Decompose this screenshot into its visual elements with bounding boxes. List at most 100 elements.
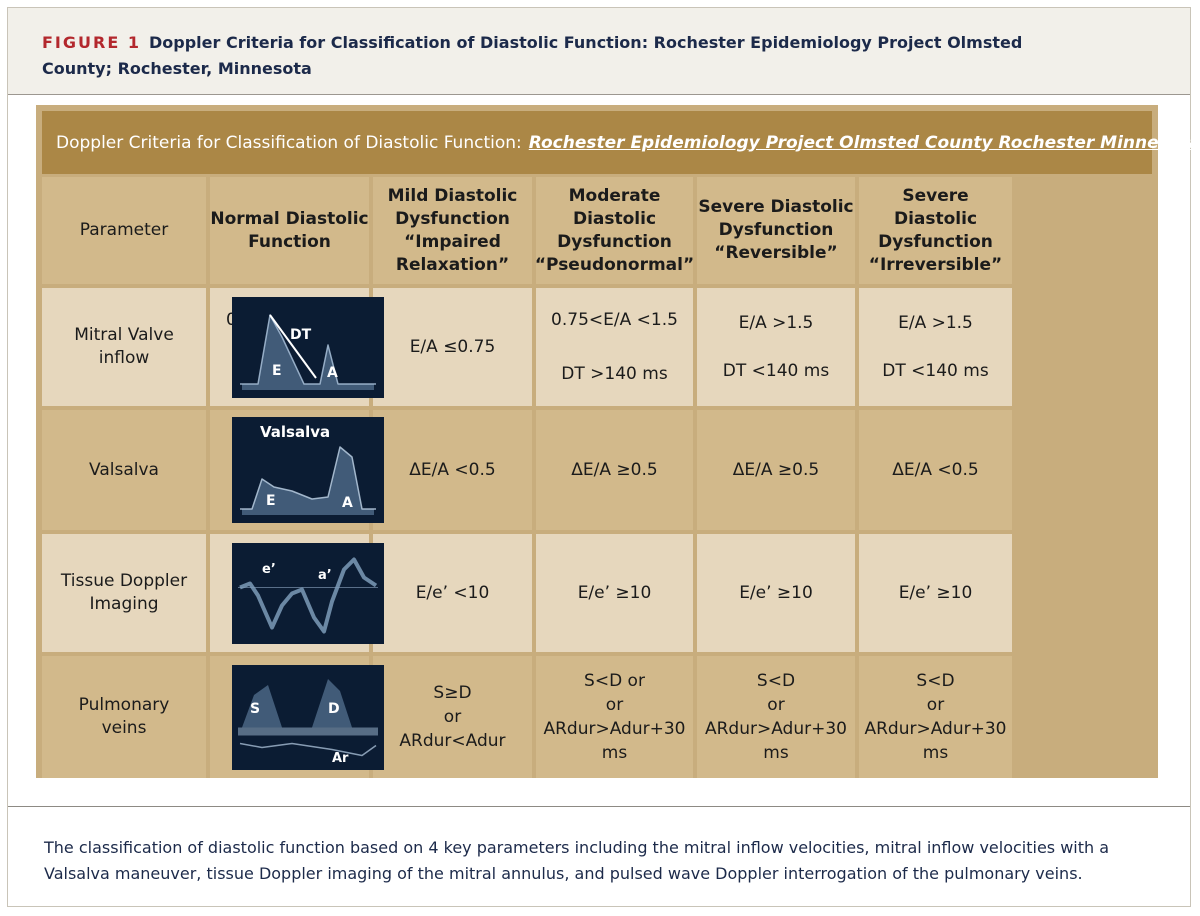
row-valsalva-parameter: Valsalva xyxy=(42,410,206,530)
pulmonary-mild-line: S≥D xyxy=(433,683,472,703)
valsalva-reversible: ΔE/A ≥0.5 xyxy=(697,410,855,530)
parameter-name: Mitral Valve inflow xyxy=(42,324,206,370)
header-mild-line: Mild Diastolic xyxy=(387,185,518,206)
mitral-normal-dt: DT >140 ms xyxy=(236,364,343,384)
pulmonary-normal: S≥D or ARdur<Adur xyxy=(210,656,369,778)
header-moderate-line: Diastolic xyxy=(572,208,657,229)
pulmonary-reversible-line: ms xyxy=(763,743,789,763)
header-irreversible-line: Dysfunction xyxy=(878,231,993,252)
pulmonary-reversible-line: S<D xyxy=(756,671,796,691)
pulmonary-moderate-line: S<D or xyxy=(584,671,645,691)
pulmonary-mild-line: ARdur<Adur xyxy=(399,731,506,751)
header-mild-line: “Impaired xyxy=(404,231,501,252)
row-tissue-parameter: Tissue Doppler Imaging xyxy=(42,534,206,652)
pulmonary-irreversible-line: S<D xyxy=(916,671,955,691)
pulmonary-irreversible-line: ARdur>Adur+30 xyxy=(864,719,1007,739)
tissue-moderate-value: E/e’ ≥10 xyxy=(577,583,652,603)
mitral-irreversible: E/A >1.5 DT <140 ms xyxy=(859,288,1012,406)
header-mild-line: Dysfunction xyxy=(395,208,510,229)
header-irreversible-line: “Irreversible” xyxy=(868,254,1003,275)
pulmonary-mild-line: or xyxy=(443,707,462,727)
figure-header: FIGURE 1 Doppler Criteria for Classificat… xyxy=(8,8,1190,95)
parameter-name-line: Valsalva xyxy=(89,459,159,480)
mitral-moderate-ea: 0.75<E/A <1.5 xyxy=(551,310,678,330)
tissue-normal: E/e’ <10 xyxy=(210,534,369,652)
parameter-name: Pulmonary veins xyxy=(42,694,206,740)
mitral-moderate-dt: DT >140 ms xyxy=(561,364,668,384)
parameter-name-line: veins xyxy=(101,718,147,738)
tissue-moderate: E/e’ ≥10 xyxy=(536,534,693,652)
parameter-name-line: inflow xyxy=(98,348,150,368)
tissue-reversible-value: E/e’ ≥10 xyxy=(739,583,813,603)
valsalva-mild-value: ΔE/A <0.5 xyxy=(409,460,496,480)
parameter-name-line: Pulmonary xyxy=(78,695,170,715)
mitral-reversible: E/A >1.5 DT <140 ms xyxy=(697,288,855,406)
pulmonary-moderate-line: ARdur>Adur+30 xyxy=(543,719,686,739)
mitral-moderate: 0.75<E/A <1.5 DT >140 ms xyxy=(536,288,693,406)
header-moderate-line: “Pseudonormal” xyxy=(534,254,695,275)
header-reversible-line: “Reversible” xyxy=(714,243,838,263)
mitral-mild: E/A ≤0.75 xyxy=(373,288,532,406)
pulmonary-normal-line: S≥D xyxy=(270,683,309,703)
doppler-criteria-table: Doppler Criteria for Classification of D… xyxy=(36,105,1200,778)
header-mild: Mild Diastolic Dysfunction “Impaired Rel… xyxy=(373,177,532,284)
parameter-name: Tissue Doppler Imaging xyxy=(42,570,206,616)
valsalva-irreversible: ΔE/A <0.5 xyxy=(859,410,1012,530)
header-reversible-line: Dysfunction xyxy=(718,220,834,240)
figure-title-line1: Doppler Criteria for Classification of D… xyxy=(148,33,1023,52)
pulmonary-normal-line: or xyxy=(280,707,299,727)
tissue-reversible: E/e’ ≥10 xyxy=(697,534,855,652)
mitral-mild-ea: E/A ≤0.75 xyxy=(409,337,496,357)
valsalva-normal: ΔE/A <0.5 xyxy=(210,410,369,530)
header-parameter: Parameter xyxy=(42,177,206,284)
figure-frame: FIGURE 1 Doppler Criteria for Classificat… xyxy=(7,7,1200,908)
pulmonary-reversible: S<D or ARdur>Adur+30 ms xyxy=(697,656,855,778)
pulmonary-moderate-line: ms xyxy=(601,743,628,763)
pulmonary-irreversible-line: ms xyxy=(922,743,949,763)
tissue-mild: E/e’ <10 xyxy=(373,534,532,652)
header-severe-irreversible: Severe Diastolic Dysfunction “Irreversib… xyxy=(859,177,1012,284)
pulmonary-irreversible-line: or xyxy=(926,695,945,715)
pulmonary-irreversible: S<D or ARdur>Adur+30 ms xyxy=(859,656,1012,778)
mitral-reversible-dt: DT <140 ms xyxy=(722,361,830,381)
header-irreversible-line: Severe Diastolic xyxy=(893,185,978,229)
parameter-name-line: Mitral Valve xyxy=(74,325,174,345)
valsalva-mild: ΔE/A <0.5 xyxy=(373,410,532,530)
header-severe-reversible: Severe Diastolic Dysfunction “Reversible… xyxy=(697,177,855,284)
figure-title: FIGURE 1 Doppler Criteria for Classificat… xyxy=(42,30,1190,56)
parameter-name: Valsalva xyxy=(42,459,206,482)
parameter-name-line: Tissue Doppler xyxy=(60,571,188,591)
table-title-link[interactable]: Rochester Epidemiology Project Olmsted C… xyxy=(528,132,1200,153)
table-title-bar: Doppler Criteria for Classification of D… xyxy=(42,111,1200,174)
mitral-irreversible-ea: E/A >1.5 xyxy=(898,313,973,333)
valsalva-normal-value: ΔE/A <0.5 xyxy=(246,460,333,480)
pulmonary-reversible-line: ARdur>Adur+30 xyxy=(704,719,847,739)
mitral-normal: 0.75<E/A <1.5 DT >140 ms xyxy=(210,288,369,406)
tissue-irreversible: E/e’ ≥10 xyxy=(859,534,1012,652)
row-mitral-parameter: Mitral Valve inflow xyxy=(42,288,206,406)
mitral-reversible-ea: E/A >1.5 xyxy=(738,313,814,333)
figure-caption: The classification of diastolic function… xyxy=(8,806,1190,908)
header-normal-line: Function xyxy=(248,231,331,252)
figure-label: FIGURE 1 xyxy=(42,33,141,52)
valsalva-reversible-value: ΔE/A ≥0.5 xyxy=(732,460,820,480)
header-parameter-label: Parameter xyxy=(79,220,169,240)
row-pulmonary-parameter: Pulmonary veins xyxy=(42,656,206,778)
header-normal-line: Normal Diastolic xyxy=(210,208,369,229)
mitral-irreversible-dt: DT <140 ms xyxy=(882,361,989,381)
figure-title-line2: County; Rochester, Minnesota xyxy=(42,59,312,78)
tissue-irreversible-value: E/e’ ≥10 xyxy=(898,583,973,603)
header-reversible-line: Severe Diastolic xyxy=(698,197,854,217)
valsalva-irreversible-value: ΔE/A <0.5 xyxy=(892,460,979,480)
tissue-normal-value: E/e’ <10 xyxy=(252,583,327,603)
pulmonary-reversible-line: or xyxy=(767,695,785,715)
pulmonary-moderate: S<D or or ARdur>Adur+30 ms xyxy=(536,656,693,778)
mitral-normal-ea: 0.75<E/A <1.5 xyxy=(226,310,353,330)
pulmonary-normal-line: ARdur<Adur xyxy=(236,731,343,751)
table-grid: Parameter Normal Diastolic Function Mild… xyxy=(42,177,1152,778)
table-title-prefix: Doppler Criteria for Classification of D… xyxy=(56,132,522,153)
valsalva-moderate: ΔE/A ≥0.5 xyxy=(536,410,693,530)
tissue-mild-value: E/e’ <10 xyxy=(415,583,490,603)
pulmonary-mild: S≥D or ARdur<Adur xyxy=(373,656,532,778)
parameter-name-line: Imaging xyxy=(89,594,159,614)
